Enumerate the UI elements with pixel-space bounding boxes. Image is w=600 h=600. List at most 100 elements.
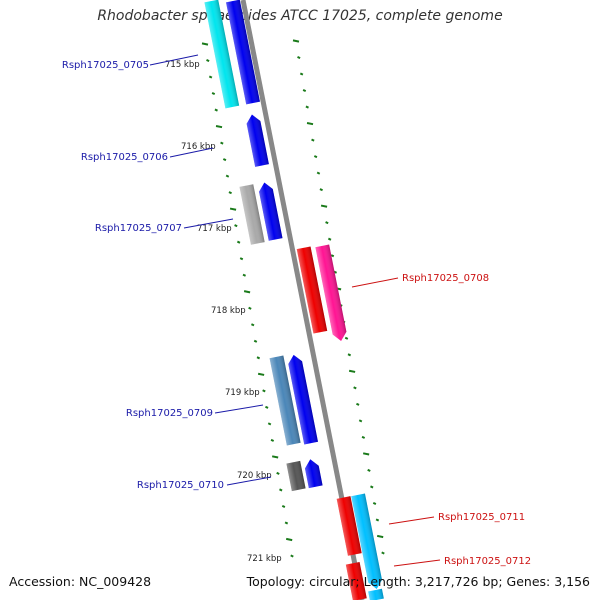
category-bar [296,246,328,334]
tick-mark [220,141,224,145]
category-bars [204,0,367,600]
gene-arrow-rsph17025-0712[interactable] [368,588,384,600]
tick-mark [370,485,374,489]
tick-mark [297,56,301,60]
tick-mark [228,191,232,195]
leader-line [226,476,272,486]
tick-mark [356,402,360,406]
category-bar [239,184,265,245]
gene-label-rsph17025-0706[interactable]: Rsph17025_0706 [81,152,168,163]
tick-marks-left [201,42,294,558]
tick-mark [313,155,318,159]
tick-mark [327,237,332,241]
gene-arrow-rsph17025-0706[interactable] [245,113,269,167]
gene-label-rsph17025-0712[interactable]: Rsph17025_0712 [444,556,531,567]
leader-line [214,404,264,414]
tick-mark [270,438,275,442]
tick-mark [256,356,261,360]
tick-mark [302,89,307,93]
tick-mark [344,336,349,340]
scale-label: 718 kbp [211,306,246,316]
gene-arrow-rsph17025-0708[interactable] [315,244,348,342]
tick-mark [208,75,213,79]
tick-mark [372,501,377,505]
gene-arrow-rsph17025-0711[interactable] [351,493,383,591]
tick-mark [320,204,328,208]
tick-mark [225,174,230,178]
gene-arrows [226,0,384,600]
leader-line [388,516,435,525]
tick-mark [239,257,244,261]
category-bar [345,561,367,600]
tick-mark [375,518,380,522]
scale-label: 717 kbp [197,224,232,234]
tick-mark [299,72,304,76]
scale-label: 719 kbp [225,388,260,398]
gene-label-rsph17025-0711[interactable]: Rsph17025_0711 [438,512,525,523]
scale-label: 716 kbp [181,142,216,152]
scale-label: 720 kbp [237,471,272,481]
scale-labels: 715 kbp 716 kbp 717 kbp 718 kbp 719 kbp … [165,60,282,564]
leader-line [169,147,214,158]
tick-mark [267,422,272,426]
tick-mark [348,369,356,373]
category-bar [204,0,240,109]
leader-line [149,54,199,66]
tick-mark [347,353,352,357]
tick-mark [361,435,366,439]
tick-mark [281,504,286,508]
tick-mark [211,92,216,96]
gene-arrow-rsph17025-0710[interactable] [303,458,323,489]
tick-mark [358,419,363,423]
tick-mark [367,468,371,472]
tick-mark [215,125,223,129]
gene-label-rsph17025-0710[interactable]: Rsph17025_0710 [137,480,224,491]
tick-mark [305,105,309,109]
tick-mark [316,171,321,175]
tick-mark [257,372,265,376]
tick-mark [292,39,300,43]
tick-mark [265,405,269,409]
tick-mark [285,537,293,542]
map-title: Rhodobacter sphaeroides ATCC 17025, comp… [97,8,503,24]
tick-mark [290,554,294,558]
gene-label-rsph17025-0705[interactable]: Rsph17025_0705 [62,60,149,71]
gene-arrow-rsph17025-0709[interactable] [287,353,318,445]
gene-labels: Rsph17025_0705 Rsph17025_0706 Rsph17025_… [62,60,531,567]
tick-mark [319,188,323,192]
category-bar [286,460,306,492]
tick-mark [271,455,279,459]
tick-mark [250,323,255,327]
tick-mark [353,386,357,390]
tick-mark [276,471,280,475]
category-bar [336,496,362,556]
tick-mark [253,339,258,343]
tick-mark [248,306,252,310]
category-bar [269,355,301,446]
gene-label-rsph17025-0709[interactable]: Rsph17025_0709 [126,408,213,419]
tick-mark [201,42,209,46]
gene-arrow-rsph17025-0707[interactable] [258,181,283,241]
tick-mark [325,221,329,225]
tick-mark [214,108,218,112]
tick-mark [311,138,315,142]
tick-mark [279,488,283,492]
tick-mark [284,521,289,525]
tick-marks-right [292,39,385,555]
tick-mark [222,158,227,162]
tick-mark [381,551,385,555]
scale-label: 715 kbp [165,60,200,70]
scale-label: 721 kbp [247,554,282,564]
tick-mark [229,207,237,211]
tick-mark [234,224,238,228]
tick-mark [376,534,384,539]
tick-mark [362,452,370,456]
leader-line [393,559,441,567]
gene-label-rsph17025-0707[interactable]: Rsph17025_0707 [95,223,182,234]
tick-mark [262,389,266,393]
label-leader-lines [149,54,441,567]
gene-arrow-rsph17025-0705[interactable] [226,0,260,105]
gene-label-rsph17025-0708[interactable]: Rsph17025_0708 [402,273,489,284]
tick-mark [236,240,241,244]
